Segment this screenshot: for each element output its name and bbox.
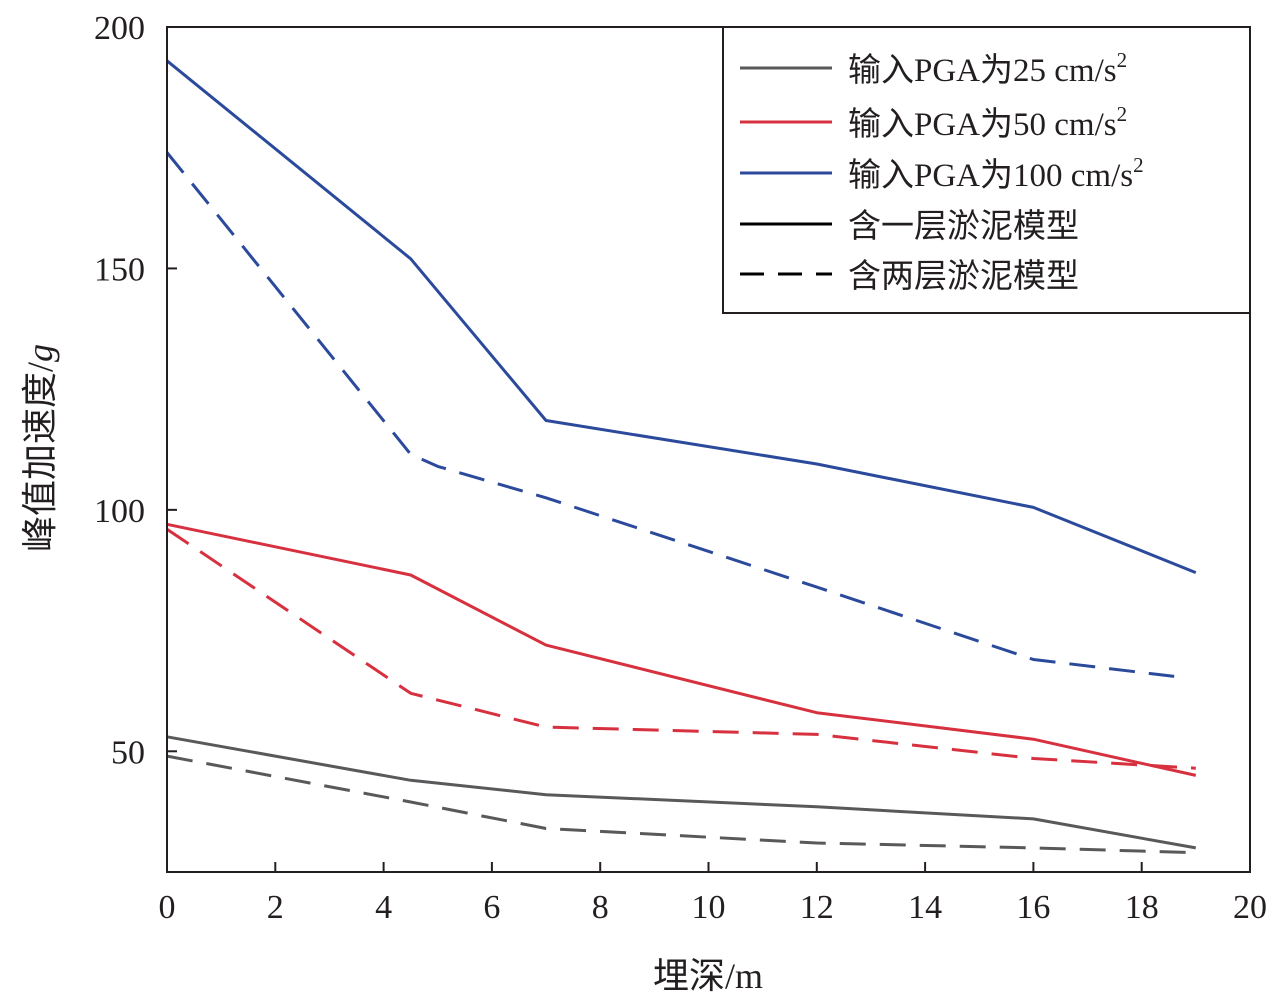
- x-tick-label: 6: [483, 889, 500, 926]
- y-axis-title-unit: g: [20, 344, 60, 362]
- series-line-1: [166, 735, 1197, 850]
- y-tick-label: 200: [94, 10, 145, 47]
- y-tick-label: 150: [94, 251, 145, 288]
- x-tick-label: 14: [908, 889, 942, 926]
- series-layer: [165, 59, 1197, 855]
- x-tick-label: 18: [1125, 889, 1159, 926]
- legend-box: [722, 26, 1251, 314]
- x-tick-label: 12: [800, 889, 834, 926]
- x-axis-title: 埋深/m: [653, 956, 763, 996]
- legend-label: 输入PGA为100 cm/s2: [848, 153, 1144, 194]
- y-axis-title: 峰值加速度/g: [20, 344, 60, 552]
- series-line-2: [166, 754, 1196, 855]
- legend-label: 含两层淤泥模型: [848, 258, 1079, 295]
- x-tick-label: 10: [692, 889, 726, 926]
- series-line-4: [166, 527, 1196, 770]
- y-tick-label: 100: [94, 493, 145, 530]
- x-tick-label: 20: [1233, 889, 1267, 926]
- series-line-6: [165, 151, 1175, 678]
- x-tick-label: 0: [159, 889, 176, 926]
- series-line-5: [166, 59, 1197, 574]
- x-tick-label: 4: [375, 889, 392, 926]
- ticks-layer: 0 2 4 6 8 10 12 14 16 18 20 50 100 150 200: [94, 10, 1267, 926]
- y-axis-title-text: 峰值加速度/: [20, 362, 60, 552]
- legend: 输入PGA为25 cm/s2 输入PGA为50 cm/s2 输入PGA为100 cm…: [722, 26, 1251, 314]
- legend-label: 输入PGA为25 cm/s2: [848, 48, 1127, 89]
- y-tick-label: 50: [111, 734, 145, 771]
- legend-label: 含一层淤泥模型: [848, 208, 1079, 245]
- x-tick-label: 8: [592, 889, 609, 926]
- x-tick-label: 2: [267, 889, 284, 926]
- series-line-3: [166, 522, 1197, 777]
- legend-label: 输入PGA为50 cm/s2: [848, 102, 1127, 143]
- x-tick-label: 16: [1016, 889, 1050, 926]
